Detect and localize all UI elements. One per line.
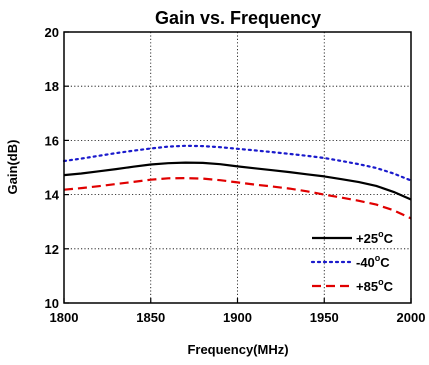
series-layer [62, 144, 413, 220]
series-line-1 [63, 161, 412, 201]
y-tick-label: 12 [45, 242, 59, 257]
legend-label-3: +85oC [356, 277, 394, 294]
y-tick-label: 18 [45, 79, 59, 94]
y-tick-label: 10 [45, 296, 59, 311]
grid [64, 32, 411, 303]
x-tick-label: 1900 [223, 310, 252, 325]
x-tick-label: 1950 [310, 310, 339, 325]
y-tick-label: 20 [45, 25, 59, 40]
legend-label-1: +25oC [356, 229, 394, 246]
x-tick-label: 1800 [50, 310, 79, 325]
tick-layer: 1800 1850 1900 1950 2000 10 12 14 16 18 20 [45, 25, 426, 325]
legend-label-2: -40oC [356, 253, 390, 270]
legend: +25oC -40oC +85oC [310, 229, 394, 294]
y-axis-label: Gain(dB) [5, 140, 20, 195]
y-tick-label: 16 [45, 133, 59, 148]
series-line-2 [62, 144, 413, 182]
x-axis-label: Frequency(MHz) [187, 342, 288, 357]
x-tick-label: 1850 [136, 310, 165, 325]
x-tick-label: 2000 [397, 310, 426, 325]
y-tick-label: 14 [45, 188, 60, 203]
series-line-3 [63, 177, 412, 220]
chart-title: Gain vs. Frequency [155, 8, 321, 28]
